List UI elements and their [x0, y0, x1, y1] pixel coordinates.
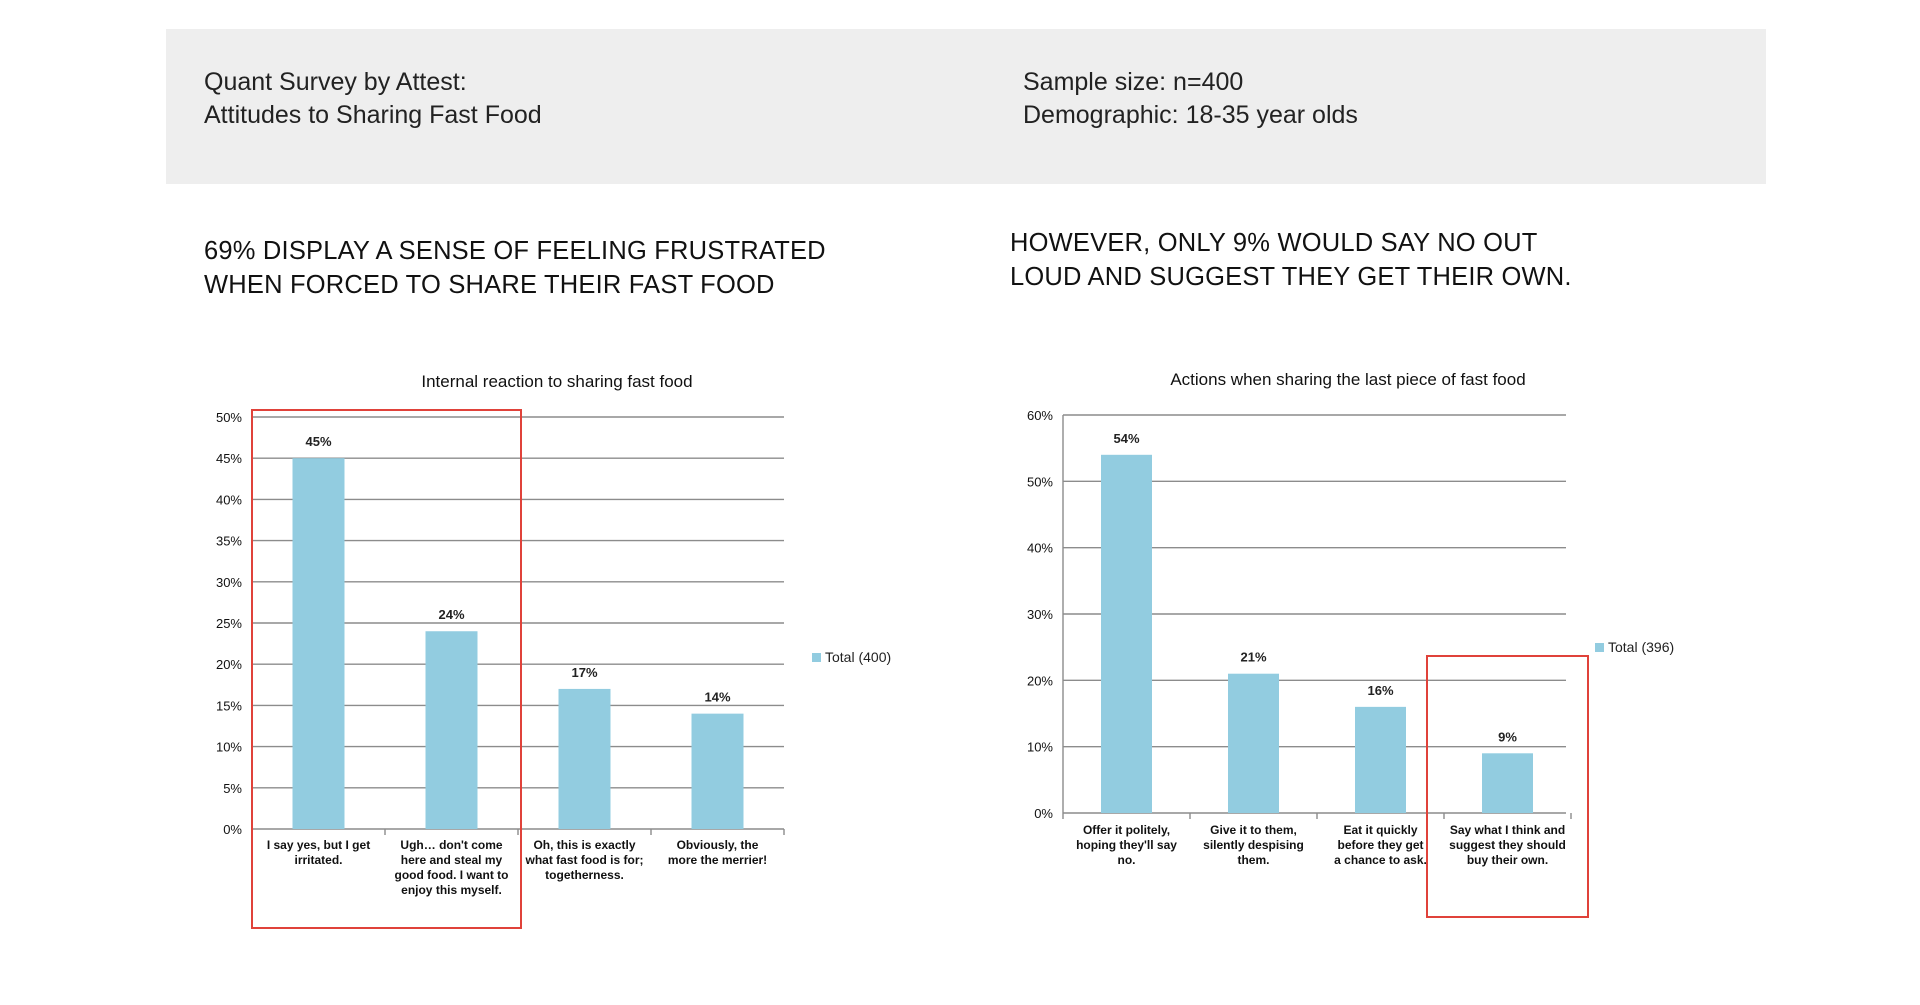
chart1-legend-label: Total (400): [825, 649, 891, 665]
survey-info-banner: [166, 29, 1766, 184]
chart1-data-label: 45%: [305, 434, 331, 449]
chart2-ytick-label: 20%: [1027, 673, 1053, 688]
chart2-bar: [1101, 454, 1152, 813]
demographic-text: Demographic: 18-35 year olds: [1023, 101, 1358, 129]
chart1-ytick-label: 50%: [216, 410, 242, 425]
chart2-bar: [1228, 673, 1279, 813]
chart2-category-label: silently despising: [1203, 838, 1304, 852]
chart1-ytick-label: 45%: [216, 451, 242, 466]
chart1-category-label: I say yes, but I get: [267, 838, 370, 852]
chart2-legend-swatch: [1595, 643, 1604, 652]
chart1-ytick-label: 20%: [216, 657, 242, 672]
chart1-category-label: togetherness.: [545, 868, 624, 882]
chart2-category-label: them.: [1237, 853, 1269, 867]
chart1-highlight-box: [251, 409, 522, 929]
chart2-category-label: buy their own.: [1467, 853, 1548, 867]
chart1-category-label: irritated.: [294, 853, 342, 867]
chart2-ytick-label: 60%: [1027, 408, 1053, 423]
chart1-data-label: 17%: [571, 665, 597, 680]
chart2-category-label: suggest they should: [1449, 838, 1566, 852]
chart1-bar: [558, 688, 611, 829]
right-headline-line1: HOWEVER, ONLY 9% WOULD SAY NO OUT: [1010, 229, 1538, 257]
chart1-data-label: 24%: [438, 607, 464, 622]
survey-title-line1: Quant Survey by Attest:: [204, 68, 467, 96]
chart1-ytick-label: 10%: [216, 740, 242, 755]
right-headline-line2: LOUD AND SUGGEST THEY GET THEIR OWN.: [1010, 263, 1572, 291]
chart1-ytick-label: 5%: [223, 781, 242, 796]
chart1-category-label: more the merrier!: [668, 853, 767, 867]
chart2-category-label: Give it to them,: [1210, 823, 1297, 837]
chart1-data-label: 14%: [704, 690, 730, 705]
chart2-ytick-label: 30%: [1027, 607, 1053, 622]
chart1-bar: [691, 713, 744, 829]
chart2-bar: [1355, 706, 1406, 813]
chart2-legend-label: Total (396): [1608, 639, 1674, 655]
chart1-category-label: enjoy this myself.: [401, 883, 502, 897]
chart2-category-label: a chance to ask.: [1334, 853, 1427, 867]
chart2-data-label: 54%: [1113, 431, 1139, 446]
chart1-ytick-label: 0%: [223, 822, 242, 837]
chart1-category-label: here and steal my: [401, 853, 503, 867]
chart2-category-label: before they get: [1337, 838, 1423, 852]
chart1-bar: [292, 458, 345, 829]
chart2-data-label: 16%: [1367, 683, 1393, 698]
chart1-ytick-label: 40%: [216, 492, 242, 507]
chart1-ytick-label: 25%: [216, 616, 242, 631]
chart2-category-label: Say what I think and: [1450, 823, 1565, 837]
chart2-ytick-label: 10%: [1027, 740, 1053, 755]
chart2-category-label: Offer it politely,: [1083, 823, 1170, 837]
chart2-category-label: Eat it quickly: [1343, 823, 1417, 837]
chart2-category-label: no.: [1118, 853, 1136, 867]
chart1-category-label: Ugh… don't come: [400, 838, 503, 852]
chart2-ytick-label: 0%: [1034, 806, 1053, 821]
chart1-title: Internal reaction to sharing fast food: [421, 372, 692, 391]
chart2-data-label: 21%: [1240, 650, 1266, 665]
chart1-ytick-label: 35%: [216, 534, 242, 549]
chart1-category-label: Obviously, the: [677, 838, 759, 852]
left-headline-line1: 69% DISPLAY A SENSE OF FEELING FRUSTRATE…: [204, 237, 826, 265]
chart2-title: Actions when sharing the last piece of f…: [1170, 370, 1525, 389]
sample-size-text: Sample size: n=400: [1023, 68, 1244, 96]
chart2-highlight-box: [1426, 655, 1589, 918]
chart1-category-label: what fast food is for;: [525, 853, 644, 867]
chart1-category-label: good food. I want to: [395, 868, 509, 882]
chart1-category-label: Oh, this is exactly: [533, 838, 635, 852]
chart2-bar: [1482, 753, 1533, 813]
chart2-data-label: 9%: [1498, 729, 1517, 744]
chart2-ytick-label: 40%: [1027, 541, 1053, 556]
chart1-ytick-label: 15%: [216, 698, 242, 713]
chart1-ytick-label: 30%: [216, 575, 242, 590]
survey-title-line2: Attitudes to Sharing Fast Food: [204, 101, 542, 129]
left-headline-line2: WHEN FORCED TO SHARE THEIR FAST FOOD: [204, 271, 775, 299]
chart2-category-label: hoping they'll say: [1076, 838, 1177, 852]
chart1-legend-swatch: [812, 653, 821, 662]
chart2-ytick-label: 50%: [1027, 474, 1053, 489]
chart1-bar: [425, 631, 478, 829]
